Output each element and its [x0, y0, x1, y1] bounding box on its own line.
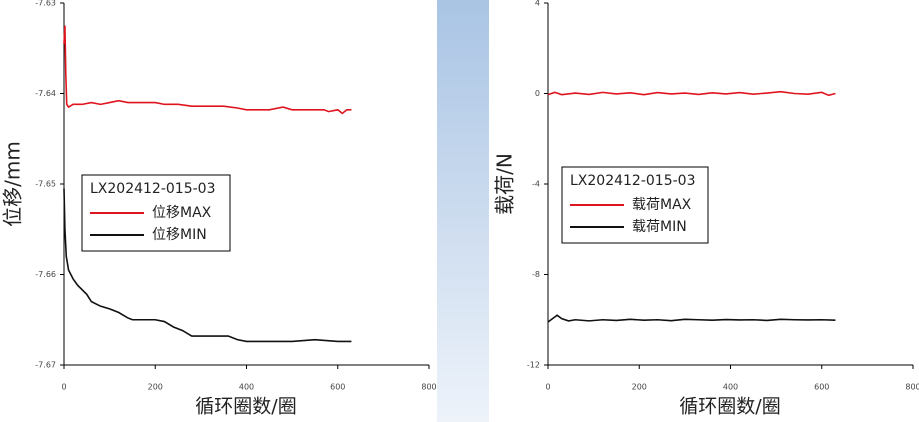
y-axis-label: 位移/mm — [1, 141, 25, 227]
y-tick-label: -7.65 — [35, 180, 56, 189]
x-tick-label: 0 — [61, 383, 66, 392]
data-line — [547, 90, 836, 97]
y-tick-label: 0 — [535, 89, 540, 98]
data-line — [547, 314, 836, 323]
y-axis-label: 载荷/N — [493, 153, 517, 215]
legend-label: 载荷MIN — [632, 219, 687, 235]
y-tick-label: -7.67 — [35, 361, 56, 370]
x-axis-label: 循环圈数/圈 — [679, 396, 780, 418]
data-line — [63, 25, 352, 115]
legend-title: LX202412-015-03 — [90, 181, 215, 197]
x-tick-label: 600 — [814, 383, 829, 392]
x-tick-label: 600 — [330, 383, 345, 392]
y-tick-label: 4 — [535, 0, 540, 8]
x-tick-label: 800 — [905, 383, 919, 392]
y-tick-label: -7.64 — [35, 89, 56, 98]
legend-label: 载荷MAX — [632, 197, 692, 213]
data-line — [63, 188, 352, 343]
y-tick-label: -7.63 — [35, 0, 56, 8]
y-tick-label: -7.66 — [35, 270, 56, 279]
x-tick-label: 400 — [239, 383, 254, 392]
y-tick-label: -4 — [532, 180, 540, 189]
x-tick-label: 0 — [545, 383, 550, 392]
legend-label: 位移MAX — [152, 205, 212, 221]
legend-label: 位移MIN — [152, 227, 207, 243]
x-tick-label: 400 — [723, 383, 738, 392]
legend-title: LX202412-015-03 — [570, 173, 695, 189]
x-tick-label: 800 — [421, 383, 436, 392]
x-tick-label: 200 — [632, 383, 647, 392]
x-tick-label: 200 — [148, 383, 163, 392]
x-axis-label: 循环圈数/圈 — [195, 396, 296, 418]
y-tick-label: -12 — [527, 361, 540, 370]
separator — [437, 0, 489, 422]
y-tick-label: -8 — [532, 270, 540, 279]
